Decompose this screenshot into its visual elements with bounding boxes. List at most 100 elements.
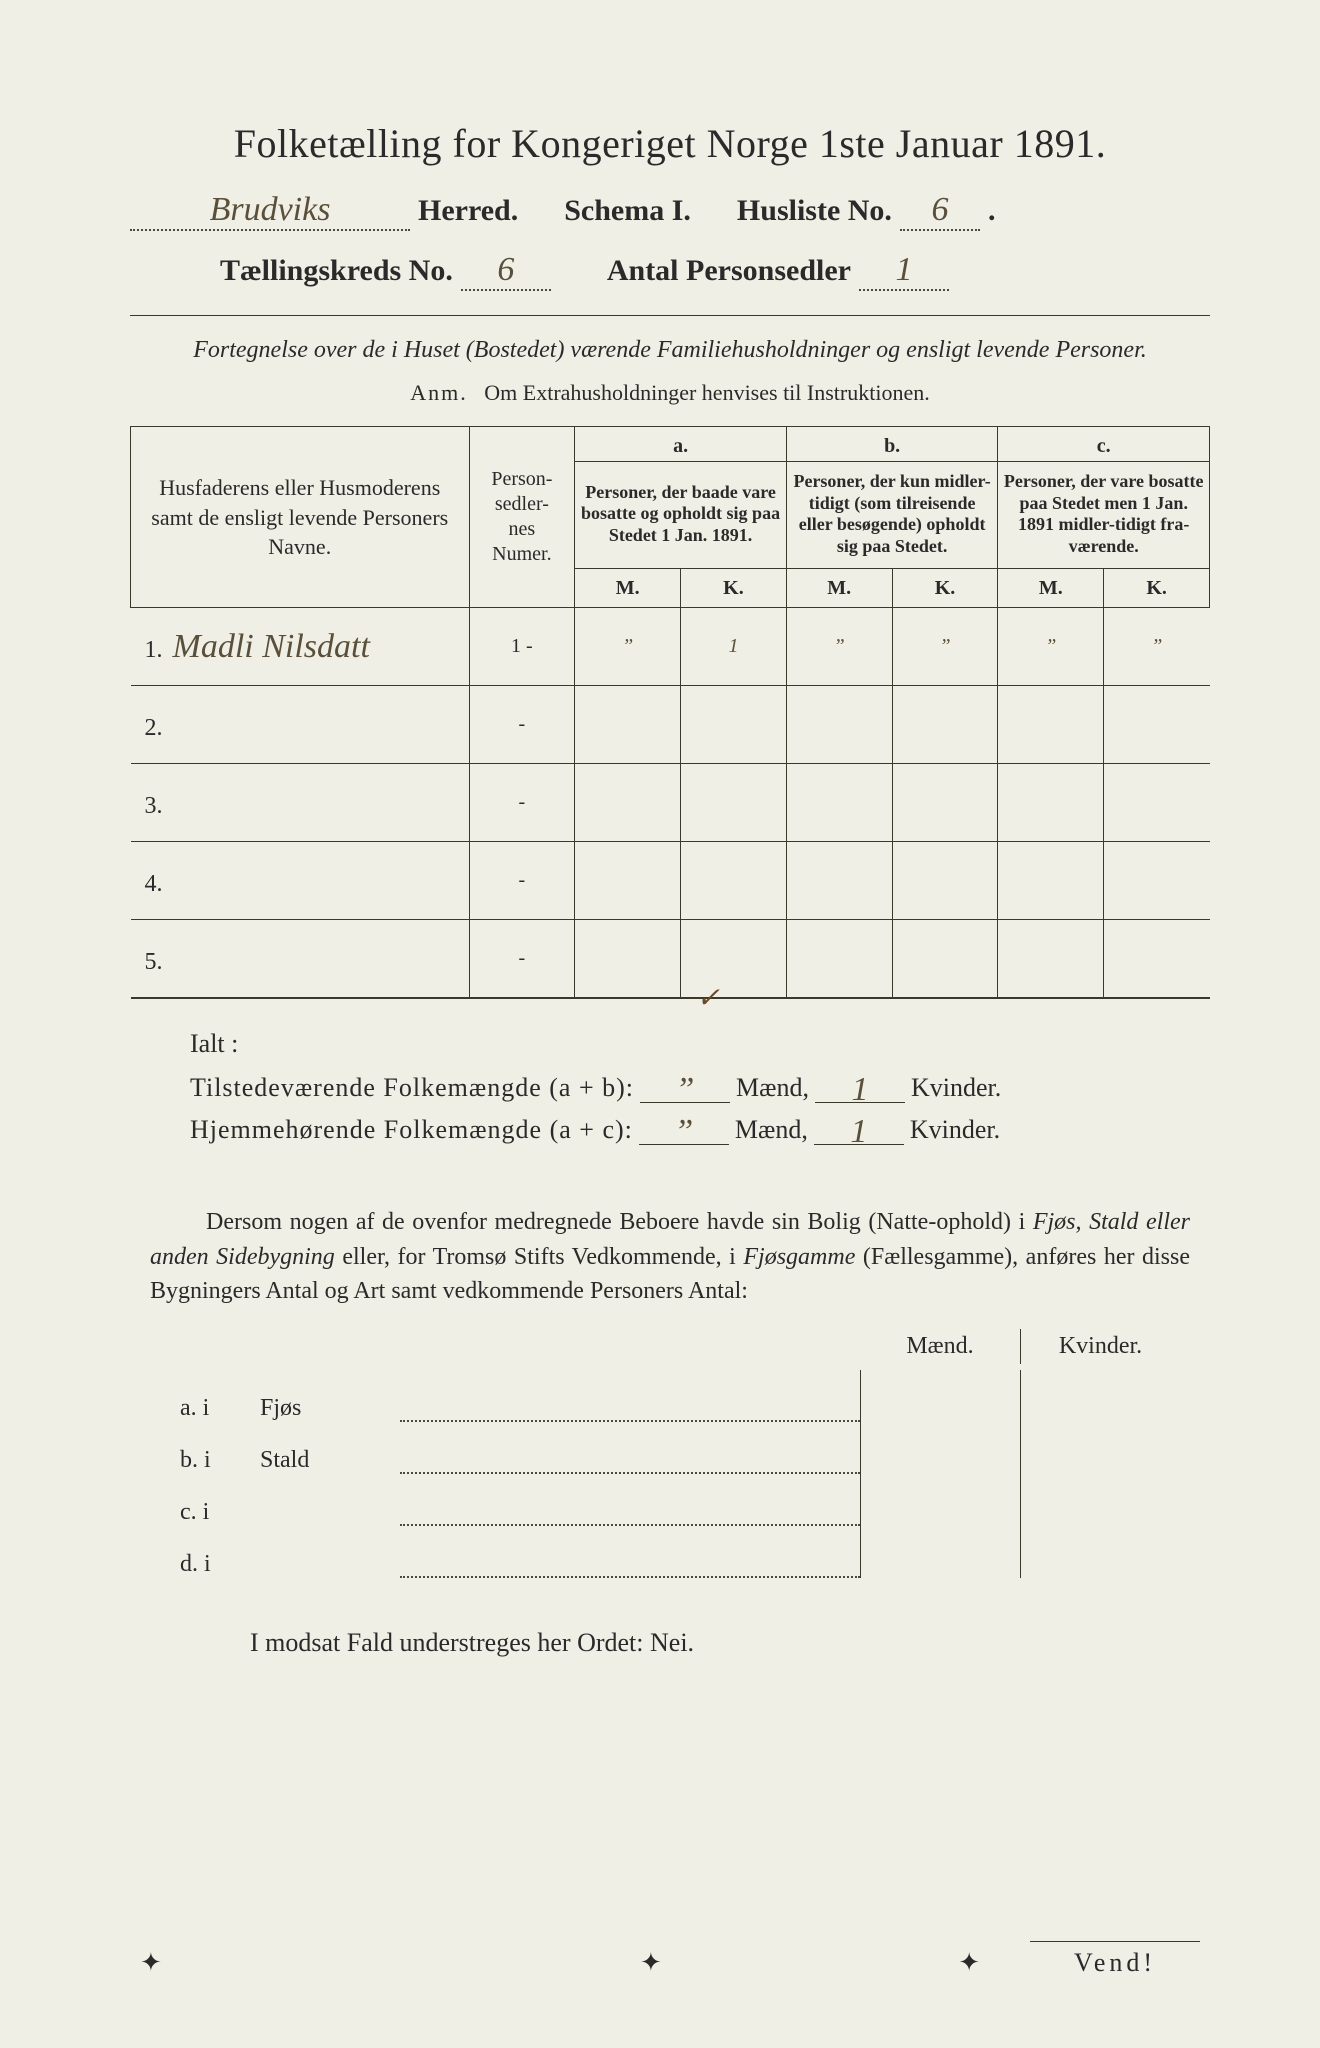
paragraph: Dersom nogen af de ovenfor medregnede Be… bbox=[150, 1205, 1190, 1309]
row-aK bbox=[681, 764, 787, 842]
row-aM: ” bbox=[575, 608, 681, 686]
para-i2: Fjøsgamme bbox=[743, 1244, 855, 1270]
row-cM bbox=[998, 764, 1104, 842]
row-bK bbox=[892, 764, 998, 842]
mk-maend: Mænd. bbox=[860, 1329, 1020, 1364]
row-cM bbox=[998, 920, 1104, 998]
anm-text: Om Extrahusholdninger henvises til Instr… bbox=[484, 380, 929, 405]
row-name: 3. bbox=[131, 764, 470, 842]
row-cK bbox=[1104, 686, 1210, 764]
row-cK bbox=[1104, 920, 1210, 998]
total1-m: ” bbox=[640, 1071, 730, 1109]
vend-label: Vend! bbox=[1030, 1941, 1200, 1978]
page-title: Folketælling for Kongeriget Norge 1ste J… bbox=[130, 120, 1210, 167]
col-b-label: b. bbox=[786, 427, 998, 462]
row-cK bbox=[1104, 842, 1210, 920]
col-aM: M. bbox=[575, 568, 681, 607]
list-dots bbox=[400, 1560, 860, 1578]
row-bK bbox=[892, 920, 998, 998]
list-item: c. i bbox=[180, 1474, 860, 1526]
col-b-text: Personer, der kun midler-tidigt (som til… bbox=[786, 462, 998, 569]
header-row-2: Tællingskreds No. 6 Antal Personsedler 1 bbox=[220, 251, 1210, 291]
modsat-line: I modsat Fald understreges her Ordet: Ne… bbox=[250, 1628, 1210, 1658]
sedler-label: Antal Personsedler bbox=[607, 254, 851, 288]
kreds-value: 6 bbox=[461, 251, 551, 291]
total2-m: ” bbox=[639, 1113, 729, 1151]
list-word: Fjøs bbox=[260, 1395, 400, 1422]
col-cM: M. bbox=[998, 568, 1104, 607]
row-name: 1.Madli Nilsdatt bbox=[131, 608, 470, 686]
para-t2: eller, for Tromsø Stifts Vedkommende, i bbox=[335, 1244, 744, 1270]
list-item: a. iFjøs bbox=[180, 1370, 860, 1422]
row-name: 5. bbox=[131, 920, 470, 998]
list-item: d. i bbox=[180, 1526, 860, 1578]
list-col-m bbox=[860, 1370, 1020, 1578]
row-bK bbox=[892, 842, 998, 920]
list-dots bbox=[400, 1508, 860, 1526]
herred-value: Brudviks bbox=[130, 191, 410, 231]
list-col-k bbox=[1020, 1370, 1180, 1578]
row-bM bbox=[786, 920, 892, 998]
table-row: 4.- bbox=[131, 842, 1210, 920]
list-prefix: b. i bbox=[180, 1447, 260, 1474]
list-dots bbox=[400, 1404, 860, 1422]
total2-label: Hjemmehørende Folkemængde (a + c): bbox=[190, 1115, 633, 1145]
list-prefix: a. i bbox=[180, 1395, 260, 1422]
anm-label: Anm. bbox=[410, 380, 468, 405]
row-bM bbox=[786, 686, 892, 764]
row-num-cell: - bbox=[469, 842, 575, 920]
row-name: 2. bbox=[131, 686, 470, 764]
divider bbox=[130, 315, 1210, 316]
census-form-page: Folketælling for Kongeriget Norge 1ste J… bbox=[0, 0, 1320, 2048]
col-aK: K. bbox=[681, 568, 787, 607]
row-aK bbox=[681, 842, 787, 920]
para-t1: Dersom nogen af de ovenfor medregnede Be… bbox=[206, 1209, 1033, 1235]
husliste-label: Husliste No. bbox=[737, 194, 892, 228]
header-row-1: Brudviks Herred. Schema I. Husliste No. … bbox=[130, 191, 1210, 231]
row-cK: ” bbox=[1104, 608, 1210, 686]
mk-kvinder: Kvinder. bbox=[1020, 1329, 1180, 1364]
row-bK: ” bbox=[892, 608, 998, 686]
list-item: b. iStald bbox=[180, 1422, 860, 1474]
col-bM: M. bbox=[786, 568, 892, 607]
reg-mark-right: ✦ bbox=[958, 1948, 980, 1978]
total-line-2: Hjemmehørende Folkemængde (a + c): ” Mæn… bbox=[190, 1115, 1210, 1145]
list-prefix: d. i bbox=[180, 1551, 260, 1578]
kreds-label: Tællingskreds No. bbox=[220, 254, 453, 288]
husliste-value: 6 bbox=[900, 191, 980, 231]
col-c-text: Personer, der vare bosatte paa Stedet me… bbox=[998, 462, 1210, 569]
reg-mark-center: ✦ bbox=[640, 1948, 662, 1978]
row-num-cell: 1 - bbox=[469, 608, 575, 686]
herred-label: Herred. bbox=[418, 194, 518, 228]
row-aM bbox=[575, 920, 681, 998]
col-bK: K. bbox=[892, 568, 998, 607]
row-aM bbox=[575, 764, 681, 842]
row-bM bbox=[786, 842, 892, 920]
total1-k: 1 bbox=[815, 1071, 905, 1109]
total2-k: 1 bbox=[814, 1113, 904, 1151]
row-bM bbox=[786, 764, 892, 842]
total1-label: Tilstedeværende Folkemængde (a + b): bbox=[190, 1073, 634, 1103]
anm-line: Anm. Om Extrahusholdninger henvises til … bbox=[130, 380, 1210, 406]
row-num-cell: - bbox=[469, 764, 575, 842]
subtitle: Fortegnelse over de i Huset (Bostedet) v… bbox=[190, 334, 1150, 366]
list-dots bbox=[400, 1456, 860, 1474]
row-aK bbox=[681, 686, 787, 764]
sedler-value: 1 bbox=[859, 251, 949, 291]
reg-mark-left: ✦ bbox=[140, 1948, 162, 1978]
maend-label: Mænd, bbox=[736, 1073, 809, 1103]
list-block: a. iFjøsb. iStaldc. id. i bbox=[180, 1370, 1180, 1578]
row-aM bbox=[575, 842, 681, 920]
col-cK: K. bbox=[1104, 568, 1210, 607]
total-line-1: Tilstedeværende Folkemængde (a + b): ” M… bbox=[190, 1073, 1210, 1103]
col-c-label: c. bbox=[998, 427, 1210, 462]
schema-label: Schema I. bbox=[564, 194, 691, 228]
row-bK bbox=[892, 686, 998, 764]
table-row: 5.- bbox=[131, 920, 1210, 998]
list-word: Stald bbox=[260, 1447, 400, 1474]
row-cM: ” bbox=[998, 608, 1104, 686]
row-num-cell: - bbox=[469, 920, 575, 998]
row-num-cell: - bbox=[469, 686, 575, 764]
row-cM bbox=[998, 842, 1104, 920]
row-aK: 1 bbox=[681, 608, 787, 686]
